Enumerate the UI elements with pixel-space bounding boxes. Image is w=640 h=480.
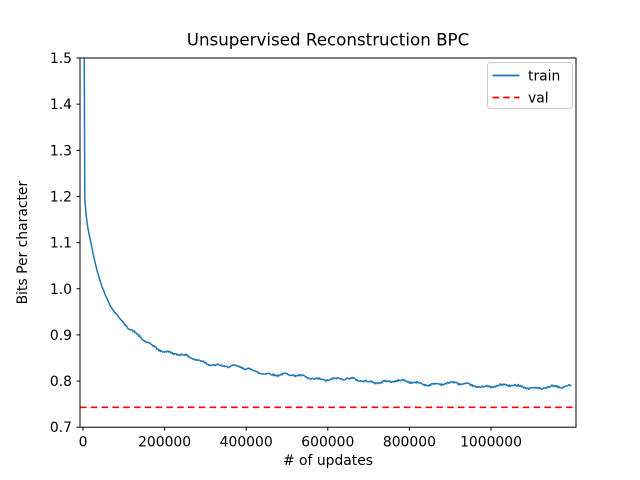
legend-val-label: val (528, 91, 549, 107)
x-axis-label: # of updates (283, 453, 373, 469)
train-line (83, 57, 572, 390)
y-tick-label: 1.5 (50, 51, 72, 67)
x-tick-label: 0 (79, 435, 88, 451)
y-tick-label: 0.7 (50, 420, 72, 436)
y-tick-label: 1.3 (50, 143, 72, 159)
y-axis-ticks: 0.7 0.8 0.9 1.0 1.1 1.2 1.3 1.4 1.5 (50, 51, 80, 436)
legend: train val (487, 62, 573, 109)
y-tick-label: 0.9 (50, 328, 72, 344)
y-axis-label: Bits Per character (15, 181, 31, 305)
x-axis-ticks: 0 200000 400000 600000 800000 1000000 (79, 427, 522, 451)
x-tick-label: 400000 (220, 435, 273, 451)
y-tick-label: 1.4 (50, 97, 72, 113)
chart-title: Unsupervised Reconstruction BPC (187, 30, 470, 50)
x-tick-label: 200000 (138, 435, 191, 451)
y-tick-label: 1.2 (50, 189, 72, 205)
axes-spines (79, 57, 577, 428)
y-tick-label: 0.8 (50, 374, 72, 390)
x-tick-label: 1000000 (460, 435, 522, 451)
x-tick-label: 600000 (301, 435, 354, 451)
legend-train-label: train (528, 69, 560, 85)
y-tick-label: 1.1 (50, 236, 72, 252)
x-tick-label: 800000 (383, 435, 436, 451)
plot-area (80, 58, 576, 428)
y-tick-label: 1.0 (50, 282, 72, 298)
